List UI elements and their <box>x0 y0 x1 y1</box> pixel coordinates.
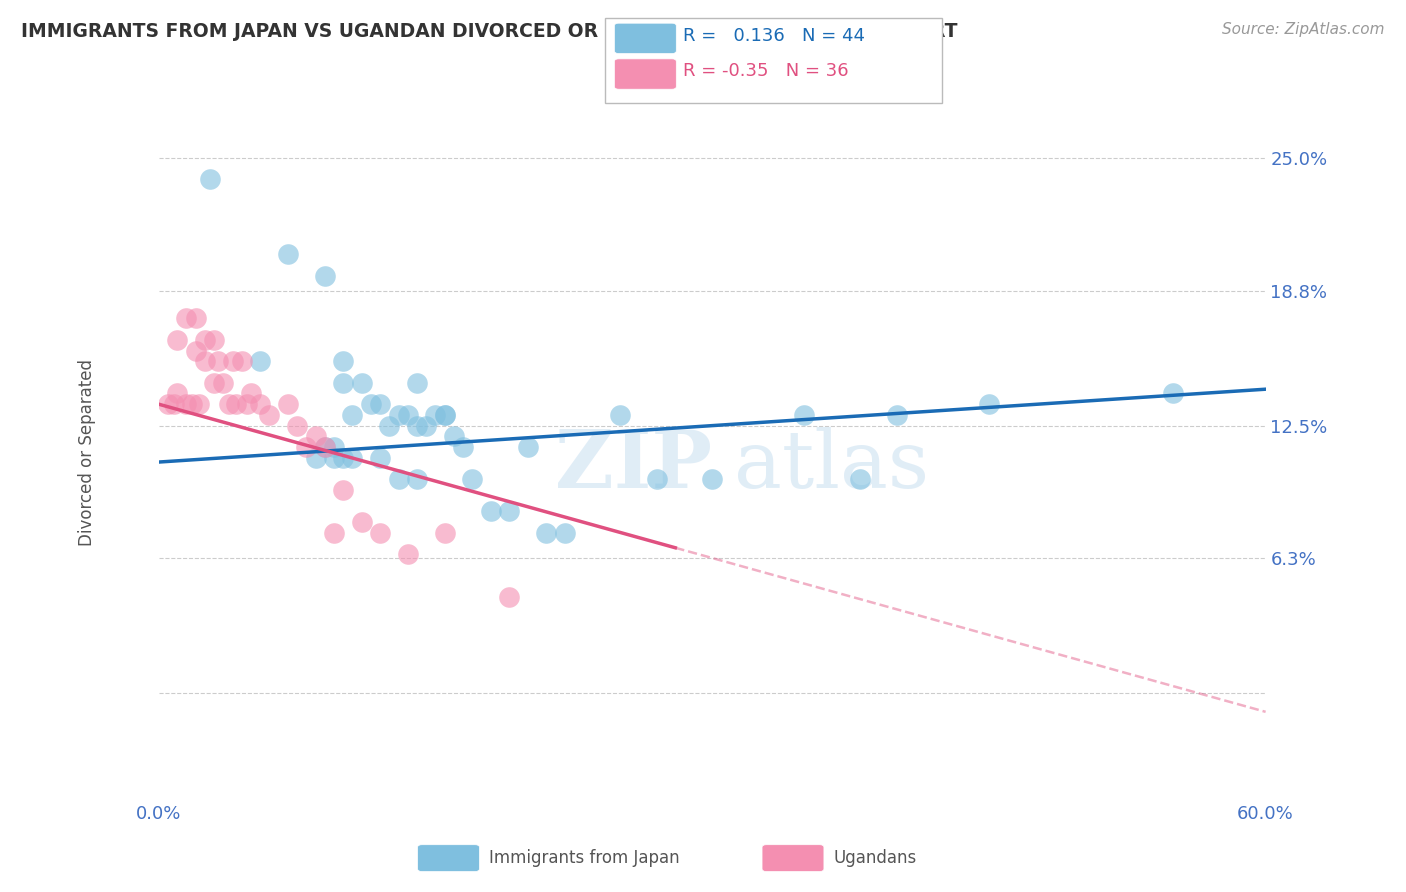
Point <box>323 525 346 540</box>
Point <box>184 343 207 358</box>
Point <box>304 429 326 443</box>
Point <box>342 450 364 465</box>
Point <box>249 397 271 411</box>
Point <box>323 450 346 465</box>
Text: R = -0.35   N = 36: R = -0.35 N = 36 <box>683 62 849 80</box>
Point <box>240 386 263 401</box>
Point <box>176 311 198 326</box>
Point <box>166 386 188 401</box>
Point <box>461 472 484 486</box>
Point <box>181 397 204 411</box>
Point <box>350 376 373 390</box>
Point <box>314 268 336 283</box>
Point <box>360 397 382 411</box>
Point <box>202 333 225 347</box>
Point <box>350 515 373 529</box>
Point <box>498 504 520 518</box>
Y-axis label: Divorced or Separated: Divorced or Separated <box>79 359 96 546</box>
Point <box>433 525 456 540</box>
Point <box>702 472 724 486</box>
Point <box>231 354 253 368</box>
Point <box>645 472 668 486</box>
Point <box>396 408 419 422</box>
Point <box>225 397 247 411</box>
Point <box>406 472 429 486</box>
Text: R =   0.136   N = 44: R = 0.136 N = 44 <box>683 27 865 45</box>
Point <box>609 408 631 422</box>
Point <box>554 525 576 540</box>
Point <box>277 397 299 411</box>
Point <box>202 376 225 390</box>
Point <box>451 440 474 454</box>
Point <box>479 504 502 518</box>
Text: atlas: atlas <box>734 427 929 506</box>
Point <box>425 408 447 422</box>
Point <box>194 333 217 347</box>
Point <box>221 354 243 368</box>
Point <box>516 440 538 454</box>
Point <box>184 311 207 326</box>
Point <box>498 590 520 604</box>
Point <box>176 397 198 411</box>
Point <box>332 483 354 497</box>
Point <box>295 440 318 454</box>
Text: Immigrants from Japan: Immigrants from Japan <box>489 849 681 867</box>
Point <box>314 440 336 454</box>
Point <box>433 408 456 422</box>
Point <box>200 172 222 186</box>
Text: Ugandans: Ugandans <box>834 849 917 867</box>
Point <box>194 354 217 368</box>
Point <box>259 408 281 422</box>
Point <box>156 397 179 411</box>
Point <box>378 418 401 433</box>
Point <box>277 247 299 261</box>
Point <box>406 376 429 390</box>
Point <box>314 440 336 454</box>
Point <box>368 525 391 540</box>
Point <box>534 525 557 540</box>
Point <box>285 418 308 433</box>
Point <box>415 418 437 433</box>
Point <box>1163 386 1185 401</box>
Point <box>249 354 271 368</box>
Point <box>323 440 346 454</box>
Point <box>162 397 184 411</box>
Point <box>304 450 326 465</box>
Point <box>332 450 354 465</box>
Text: ZIP: ZIP <box>555 427 713 506</box>
Point <box>368 450 391 465</box>
Point <box>188 397 211 411</box>
Point <box>218 397 240 411</box>
Point <box>849 472 872 486</box>
Point <box>387 408 409 422</box>
Point <box>406 418 429 433</box>
Text: IMMIGRANTS FROM JAPAN VS UGANDAN DIVORCED OR SEPARATED CORRELATION CHART: IMMIGRANTS FROM JAPAN VS UGANDAN DIVORCE… <box>21 22 957 41</box>
Point <box>207 354 229 368</box>
Point <box>977 397 1000 411</box>
Point <box>342 408 364 422</box>
Point <box>212 376 235 390</box>
Point <box>793 408 815 422</box>
Point <box>236 397 259 411</box>
Point <box>332 376 354 390</box>
Point <box>332 354 354 368</box>
Point <box>387 472 409 486</box>
Text: Source: ZipAtlas.com: Source: ZipAtlas.com <box>1222 22 1385 37</box>
Point <box>166 333 188 347</box>
Point <box>368 397 391 411</box>
Point <box>396 547 419 561</box>
Point <box>433 408 456 422</box>
Point <box>443 429 465 443</box>
Point <box>886 408 908 422</box>
